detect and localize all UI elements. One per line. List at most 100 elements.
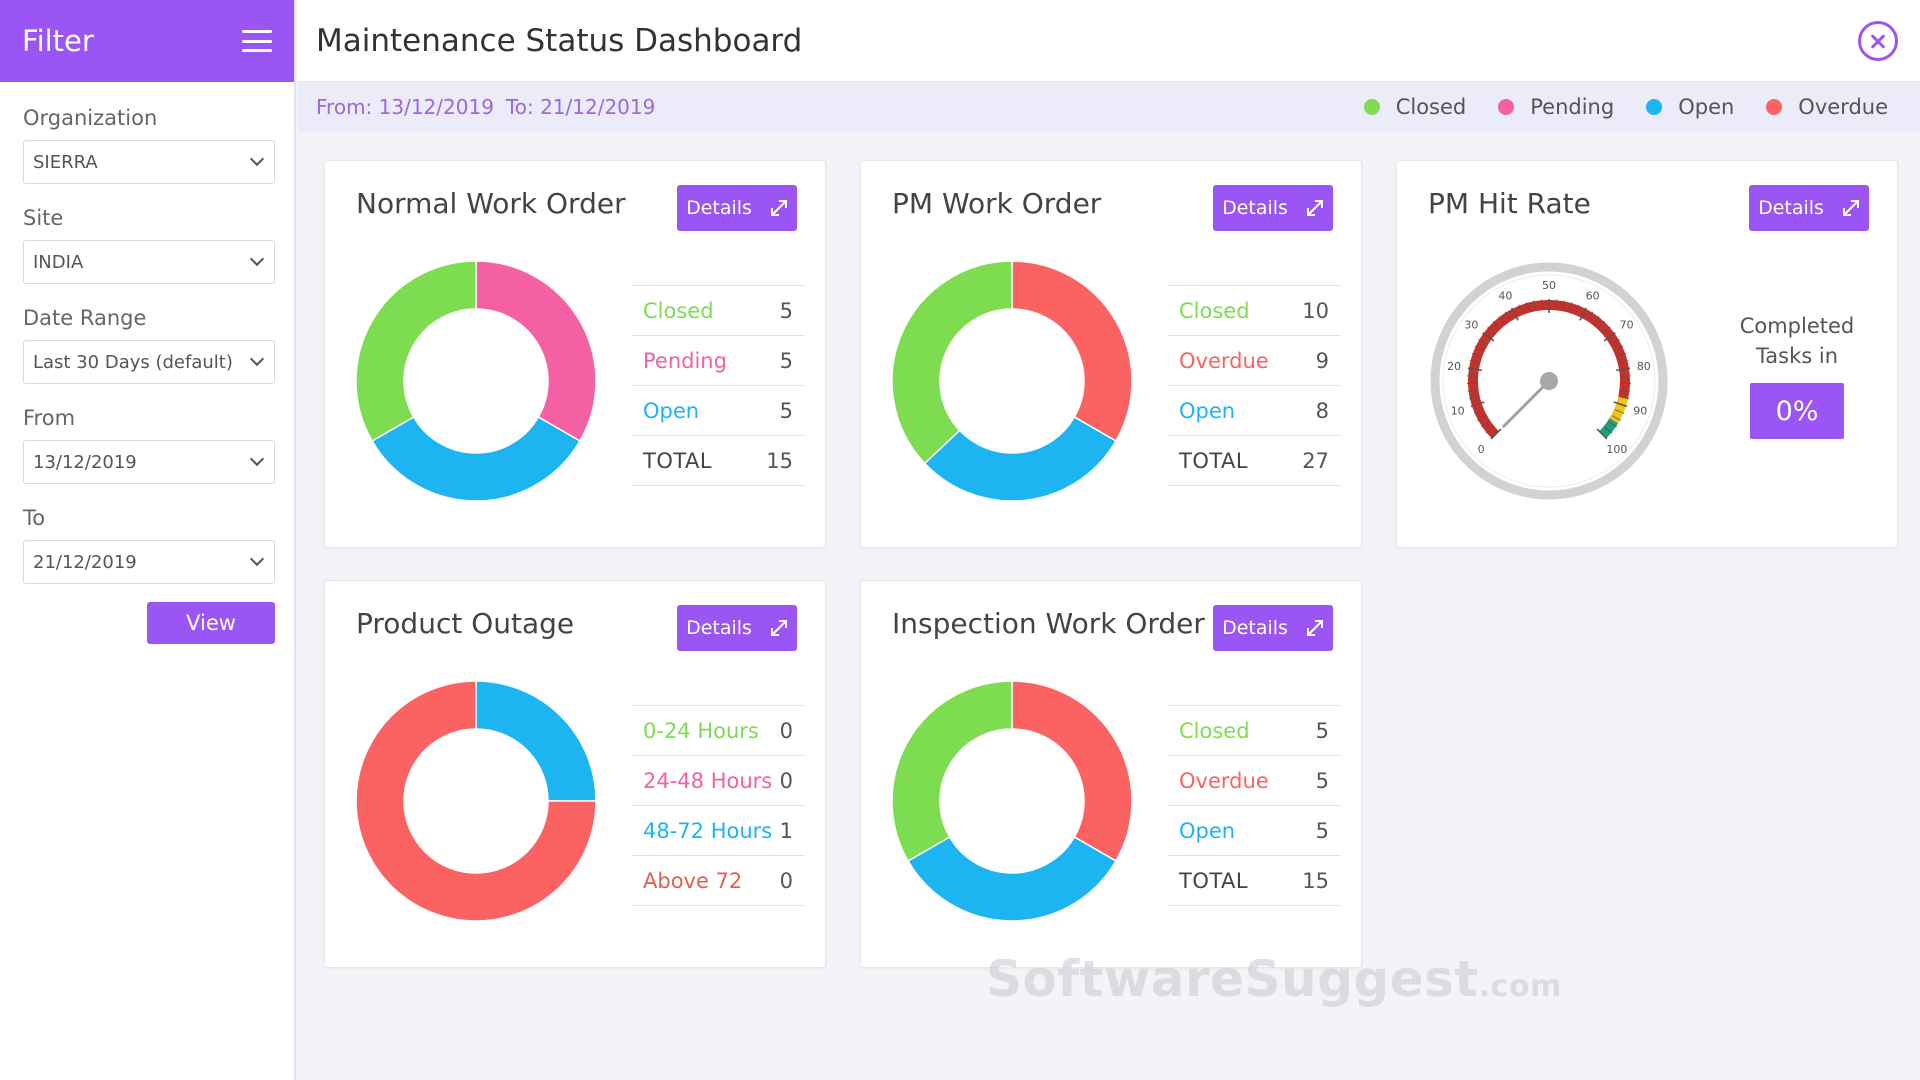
details-label: Details	[686, 617, 752, 639]
donut-slice	[475, 261, 596, 443]
stats-table: 0-24 Hours 0 24-48 Hours 0 48-72 Hours 1 Ab…	[631, 705, 805, 906]
card-pm-work-order: PM Work Order Details Closed 10 Overdue 9 …	[860, 160, 1362, 548]
date-range-select[interactable]: Last 30 Days (default)	[23, 340, 275, 384]
to-date-value: 21/12/2019	[33, 551, 137, 573]
gauge-tick-label: 0	[1478, 443, 1485, 456]
gauge-needle	[1502, 379, 1551, 428]
table-row: 0-24 Hours 0	[631, 705, 805, 756]
table-row: Closed 10	[1167, 285, 1341, 336]
chevron-down-icon	[249, 151, 265, 167]
details-label: Details	[1222, 617, 1288, 639]
close-icon[interactable]	[1858, 20, 1898, 61]
table-row: Open 8	[1167, 385, 1341, 436]
stat-label: Closed	[631, 285, 755, 336]
donut-chart	[892, 681, 1132, 921]
gauge-tick	[1474, 345, 1485, 351]
range-from: From: 13/12/2019	[316, 95, 494, 119]
details-label: Details	[686, 197, 752, 219]
from-date-select[interactable]: 13/12/2019	[23, 440, 275, 484]
top-bar: Maintenance Status Dashboard	[298, 0, 1920, 82]
card-title: Product Outage	[356, 607, 575, 640]
expand-icon	[1306, 200, 1323, 216]
legend-item-open: Open	[1646, 95, 1734, 119]
table-row: TOTAL 15	[631, 435, 805, 486]
stat-value: 1	[778, 805, 805, 856]
stat-value: 0	[778, 755, 805, 806]
stat-value: 10	[1293, 285, 1341, 336]
card-pm-hit-rate: PM Hit Rate Details 0 10 20 30 40 50 60 70 80 90 1…	[1396, 160, 1898, 548]
gauge-tick	[1467, 367, 1482, 372]
gauge-tick	[1480, 421, 1490, 428]
card-product-outage: Product Outage Details 0-24 Hours 0 24-48…	[324, 580, 826, 968]
donut-slice	[892, 681, 1013, 863]
gauge-tick	[1485, 426, 1494, 434]
gauge-tick	[1618, 360, 1629, 364]
gauge-tick-label: 60	[1586, 289, 1600, 302]
to-field: To 21/12/2019	[23, 502, 275, 584]
details-button[interactable]: Details	[677, 185, 797, 231]
donut-slice	[356, 681, 596, 921]
stat-label: Open	[1167, 805, 1293, 856]
table-row: TOTAL 27	[1167, 435, 1341, 486]
expand-icon	[770, 200, 787, 216]
organization-field: Organization SIERRA	[23, 102, 275, 184]
details-label: Details	[1758, 197, 1824, 219]
table-row: Closed 5	[1167, 705, 1341, 756]
stat-label: Pending	[631, 335, 755, 386]
site-select[interactable]: INDIA	[23, 240, 275, 284]
stat-value: 0	[778, 855, 805, 906]
view-button[interactable]: View	[147, 602, 275, 644]
site-value: INDIA	[33, 251, 84, 273]
gauge-tick	[1616, 367, 1631, 372]
legend-item-pending: Pending	[1498, 95, 1614, 119]
hamburger-menu-icon[interactable]	[242, 30, 272, 52]
gauge-tick	[1487, 326, 1496, 334]
gauge-tick	[1498, 315, 1506, 325]
donut-slice	[892, 261, 1013, 465]
gauge-tick	[1478, 338, 1488, 345]
table-row: Closed 5	[631, 285, 805, 336]
chevron-down-icon	[249, 551, 265, 567]
gauge-tick	[1592, 315, 1600, 325]
legend-item-overdue: Overdue	[1766, 95, 1888, 119]
sidebar-title: Filter	[22, 24, 94, 58]
donut-slice	[923, 415, 1117, 501]
gauge-tick	[1467, 389, 1478, 392]
donut-slice	[371, 415, 581, 501]
table-row: Pending 5	[631, 335, 805, 386]
card-title: Normal Work Order	[356, 187, 626, 220]
status-legend: Closed Pending Open Overdue	[1332, 95, 1888, 119]
gauge-hub	[1540, 372, 1558, 390]
gauge-chart: 0 10 20 30 40 50 60 70 80 90 100	[1430, 262, 1668, 500]
card-normal-work-order: Normal Work Order Details Closed 5 Pendin…	[324, 160, 826, 548]
stat-label: Closed	[1167, 285, 1293, 336]
gauge-tick	[1620, 375, 1631, 377]
to-date-select[interactable]: 21/12/2019	[23, 540, 275, 584]
donut-slice	[1011, 681, 1132, 863]
gauge-tick-label: 30	[1464, 319, 1478, 332]
gauge-tick	[1587, 311, 1594, 321]
table-row: 24-48 Hours 0	[631, 755, 805, 806]
stats-table: Closed 5 Overdue 5 Open 5 TOTAL 15	[1167, 705, 1341, 906]
details-button[interactable]: Details	[1749, 185, 1869, 231]
table-row: Open 5	[631, 385, 805, 436]
gauge-tick	[1470, 401, 1485, 408]
details-button[interactable]: Details	[1213, 605, 1333, 651]
table-row: Overdue 5	[1167, 755, 1341, 806]
site-field: Site INDIA	[23, 202, 275, 284]
table-row: Above 72 0	[631, 855, 805, 906]
details-button[interactable]: Details	[677, 605, 797, 651]
donut-chart	[892, 261, 1132, 501]
details-button[interactable]: Details	[1213, 185, 1333, 231]
gauge-tick	[1468, 396, 1479, 400]
gauge-tick	[1555, 299, 1558, 310]
stat-label: 0-24 Hours	[631, 705, 779, 756]
organization-select[interactable]: SIERRA	[23, 140, 275, 184]
stat-label: Above 72	[631, 855, 779, 906]
completed-tasks-label: Completed Tasks in	[1739, 314, 1855, 368]
gauge-tick	[1596, 428, 1608, 440]
stats-table: Closed 10 Overdue 9 Open 8 TOTAL 27	[1167, 285, 1341, 486]
gauge-tick	[1597, 320, 1606, 329]
stat-value: 5	[754, 385, 805, 436]
gauge-tick	[1604, 426, 1613, 434]
